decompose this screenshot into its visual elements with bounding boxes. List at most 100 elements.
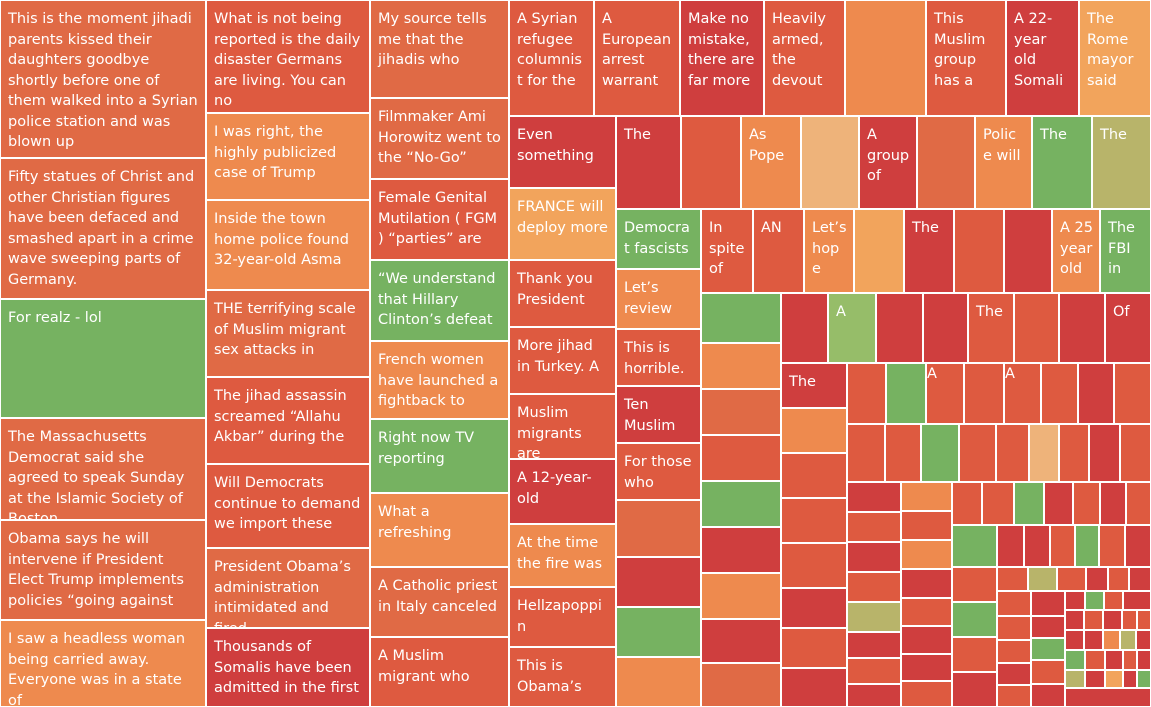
treemap-tile[interactable]	[964, 363, 1004, 424]
treemap-tile[interactable]	[781, 628, 847, 668]
treemap-tile[interactable]	[1103, 630, 1120, 650]
treemap-tile[interactable]: A European arrest warrant	[594, 0, 680, 116]
treemap-tile[interactable]: More jihad in Turkey. A	[509, 327, 616, 394]
treemap-tile[interactable]	[1120, 630, 1136, 650]
treemap-tile[interactable]: A Syrian refugee columnist for the	[509, 0, 594, 116]
treemap-tile[interactable]	[1031, 660, 1065, 684]
treemap-tile[interactable]	[1059, 424, 1089, 482]
treemap-tile[interactable]	[1122, 610, 1137, 630]
treemap-tile[interactable]	[1099, 525, 1125, 567]
treemap-tile[interactable]	[1044, 482, 1073, 525]
treemap-tile[interactable]	[781, 408, 847, 453]
treemap-tile[interactable]	[921, 424, 959, 482]
treemap-tile[interactable]	[847, 632, 901, 658]
treemap-tile[interactable]	[701, 619, 781, 663]
treemap-tile[interactable]	[1075, 525, 1099, 567]
treemap-tile[interactable]	[1029, 424, 1059, 482]
treemap-tile[interactable]	[1065, 610, 1084, 630]
treemap-tile[interactable]	[901, 626, 952, 654]
treemap-tile[interactable]: THE terrifying scale of Muslim migrant s…	[206, 290, 370, 377]
treemap-tile[interactable]	[952, 525, 997, 567]
treemap-tile[interactable]	[876, 293, 923, 363]
treemap-tile[interactable]	[1065, 670, 1085, 688]
treemap-tile[interactable]: Thank you President	[509, 260, 616, 327]
treemap-tile[interactable]	[997, 525, 1024, 567]
treemap-tile[interactable]	[1125, 525, 1151, 567]
treemap-tile[interactable]: This is the moment jihadi parents kissed…	[0, 0, 206, 158]
treemap-tile[interactable]	[886, 363, 926, 424]
treemap-tile[interactable]	[1078, 363, 1114, 424]
treemap-tile[interactable]	[1108, 567, 1129, 591]
treemap-tile[interactable]	[1085, 670, 1105, 688]
treemap-tile[interactable]	[701, 343, 781, 389]
treemap-tile[interactable]	[781, 543, 847, 588]
treemap-tile[interactable]	[681, 116, 741, 209]
treemap-tile[interactable]: For those who	[616, 443, 701, 500]
treemap-tile[interactable]: Fifty statues of Christ and other Christ…	[0, 158, 206, 299]
treemap-tile[interactable]	[1123, 650, 1137, 670]
treemap-tile[interactable]: Hellzapoppin	[509, 587, 616, 647]
treemap-tile[interactable]: The	[1092, 116, 1151, 209]
treemap-tile[interactable]: Will Democrats continue to demand we imp…	[206, 464, 370, 548]
treemap-tile[interactable]	[997, 567, 1028, 591]
treemap-tile[interactable]	[847, 363, 886, 424]
treemap-tile[interactable]	[1137, 670, 1151, 688]
treemap-tile[interactable]	[701, 573, 781, 619]
treemap-tile[interactable]	[1004, 209, 1052, 293]
treemap-tile[interactable]	[1123, 670, 1137, 688]
treemap-tile[interactable]: A Catholic priest in Italy canceled	[370, 567, 509, 637]
treemap-tile[interactable]	[1103, 610, 1122, 630]
treemap-tile[interactable]: Even something	[509, 116, 616, 188]
treemap-tile[interactable]: Filmmaker Ami Horowitz went to the “No-G…	[370, 98, 509, 179]
treemap-tile[interactable]	[1120, 424, 1151, 482]
treemap-tile[interactable]	[847, 684, 901, 707]
treemap-tile[interactable]	[1105, 670, 1123, 688]
treemap-tile[interactable]	[996, 424, 1029, 482]
treemap-tile[interactable]	[1085, 650, 1105, 670]
treemap-tile[interactable]	[997, 616, 1031, 640]
treemap-tile[interactable]	[1024, 525, 1050, 567]
treemap-tile[interactable]: For realz - lol	[0, 299, 206, 418]
treemap-tile[interactable]: My source tells me that the jihadis who	[370, 0, 509, 98]
treemap-tile[interactable]	[1031, 684, 1065, 707]
treemap-tile[interactable]	[1031, 591, 1065, 616]
treemap-tile[interactable]: What a refreshing	[370, 493, 509, 567]
treemap-tile[interactable]	[959, 424, 996, 482]
treemap-tile[interactable]: What is not being reported is the daily …	[206, 0, 370, 113]
treemap-tile[interactable]	[997, 663, 1031, 685]
treemap-tile[interactable]	[1129, 567, 1151, 591]
treemap-tile[interactable]	[1136, 630, 1151, 650]
treemap-tile[interactable]	[982, 482, 1014, 525]
treemap-tile[interactable]	[901, 540, 952, 569]
treemap-tile[interactable]: The	[904, 209, 954, 293]
treemap-tile[interactable]	[1123, 591, 1151, 610]
treemap-tile[interactable]	[1089, 424, 1120, 482]
treemap-tile[interactable]: Ten Muslim	[616, 386, 701, 443]
treemap-tile[interactable]	[901, 654, 952, 681]
treemap-tile[interactable]	[847, 602, 901, 632]
treemap-tile[interactable]	[1084, 610, 1103, 630]
treemap-tile[interactable]	[1100, 482, 1126, 525]
treemap-tile[interactable]	[952, 482, 982, 525]
treemap-tile[interactable]	[1086, 567, 1108, 591]
treemap-tile[interactable]	[1085, 591, 1104, 610]
treemap-tile[interactable]: A group of	[859, 116, 917, 209]
treemap-tile[interactable]	[997, 591, 1031, 616]
treemap-tile[interactable]	[952, 672, 997, 707]
treemap-tile[interactable]	[1137, 650, 1151, 670]
treemap-tile[interactable]	[901, 569, 952, 598]
treemap-tile[interactable]: Muslim migrants are	[509, 394, 616, 459]
treemap-tile[interactable]	[847, 542, 901, 572]
treemap-tile[interactable]: Democrat fascists	[616, 209, 701, 269]
treemap-tile[interactable]: Of	[1105, 293, 1151, 363]
treemap-tile[interactable]	[701, 389, 781, 435]
treemap-tile[interactable]	[1031, 638, 1065, 660]
treemap-tile[interactable]	[917, 116, 975, 209]
treemap-tile[interactable]: This Muslim group has a	[926, 0, 1006, 116]
treemap-tile[interactable]: The	[781, 363, 847, 408]
treemap-tile[interactable]: A Muslim migrant who	[370, 637, 509, 707]
treemap-tile[interactable]	[954, 209, 1004, 293]
treemap-tile[interactable]	[781, 588, 847, 628]
treemap-tile[interactable]	[923, 293, 968, 363]
treemap-tile[interactable]	[701, 481, 781, 527]
